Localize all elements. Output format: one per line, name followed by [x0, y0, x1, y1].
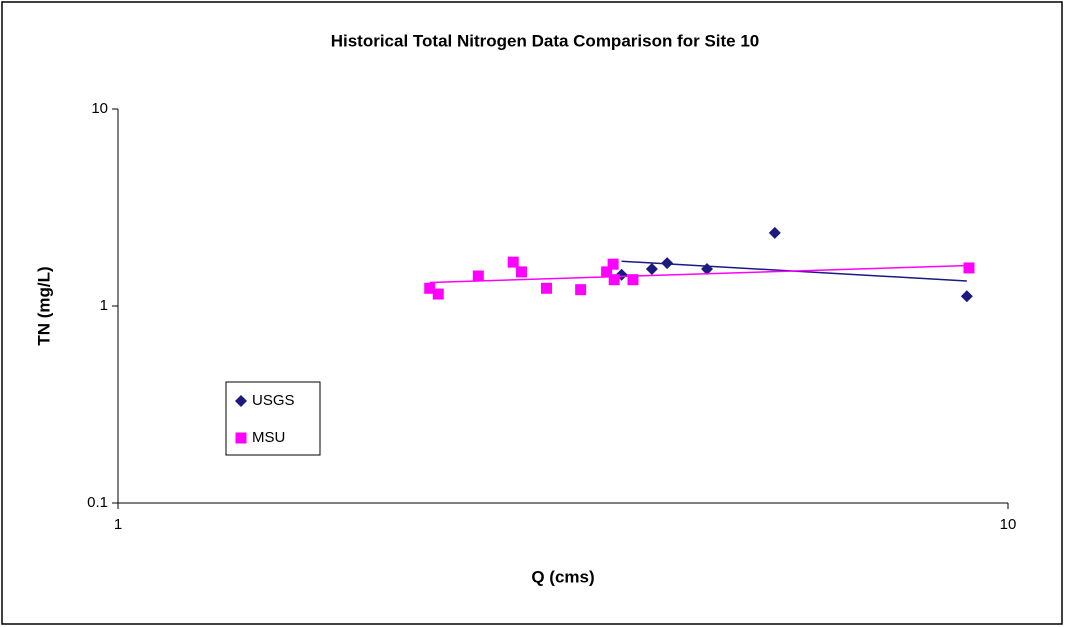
x-tick-label: 10: [1000, 516, 1017, 533]
data-point: [432, 288, 444, 300]
legend-marker: [235, 432, 247, 444]
x-axis-label: Q (cms): [531, 567, 594, 586]
data-point: [608, 274, 620, 286]
trendline: [429, 264, 970, 284]
data-point: [507, 256, 519, 268]
data-point: [768, 226, 781, 239]
legend-marker: [235, 395, 247, 407]
data-point: [701, 263, 714, 276]
data-point: [601, 266, 613, 278]
legend-label: USGS: [252, 392, 295, 409]
y-tick-label: 1: [100, 297, 108, 314]
data-point: [645, 263, 658, 276]
data-point: [960, 290, 973, 303]
data-point: [540, 282, 552, 294]
chart-title: Historical Total Nitrogen Data Compariso…: [331, 31, 760, 50]
data-point: [515, 266, 527, 278]
y-tick-label: 10: [91, 100, 108, 117]
data-point: [627, 274, 639, 286]
x-tick-label: 1: [114, 516, 122, 533]
data-point: [661, 257, 674, 270]
data-point: [575, 284, 587, 296]
data-point: [607, 258, 619, 270]
data-point: [472, 270, 484, 282]
data-point: [424, 282, 436, 294]
legend-label: MSU: [252, 429, 285, 446]
y-axis-label: TN (mg/L): [34, 266, 53, 345]
data-point: [963, 262, 975, 274]
y-tick-label: 0.1: [87, 494, 108, 511]
